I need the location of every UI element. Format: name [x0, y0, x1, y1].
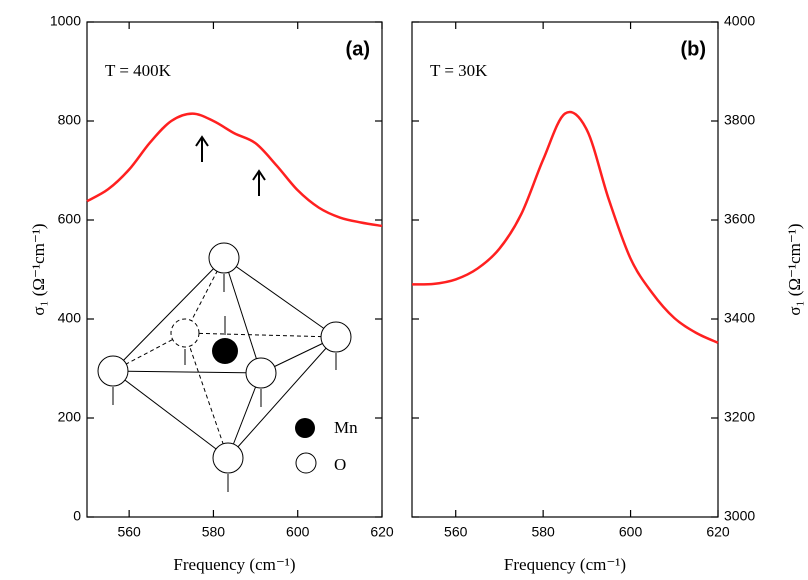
- y-axis-label: σ₁ (Ω⁻¹cm⁻¹): [785, 223, 804, 315]
- x-tick-label: 600: [286, 524, 310, 540]
- x-tick-label: 580: [531, 524, 555, 540]
- octahedron-inset: [97, 242, 352, 492]
- panel-label: (a): [346, 38, 370, 60]
- arrows: [195, 135, 266, 196]
- y-tick-label: 3000: [724, 508, 755, 524]
- x-tick-label: 600: [619, 524, 643, 540]
- y-tick-label: 400: [58, 310, 82, 326]
- inset-label: O: [334, 455, 346, 474]
- x-tick-label: 620: [370, 524, 394, 540]
- annotation: T = 30K: [430, 61, 488, 80]
- y-axis-label: σ₁ (Ω⁻¹cm⁻¹): [29, 223, 48, 315]
- panel-label: (b): [680, 38, 706, 60]
- x-tick-label: 560: [117, 524, 141, 540]
- plot-frame: [411, 21, 719, 518]
- y-tick-label: 3800: [724, 112, 755, 128]
- inset-label: Mn: [334, 418, 358, 437]
- y-tick-label: 3400: [724, 310, 755, 326]
- y-tick-label: 3600: [724, 211, 755, 227]
- y-tick-label: 1000: [50, 13, 81, 29]
- y-tick-label: 800: [58, 112, 82, 128]
- y-tick-label: 3200: [724, 409, 755, 425]
- y-tick-label: 0: [73, 508, 81, 524]
- x-axis-label: Frequency (cm⁻¹): [504, 555, 626, 574]
- plot-frame: [86, 21, 383, 518]
- x-tick-label: 620: [706, 524, 730, 540]
- line-series: [411, 110, 719, 344]
- y-tick-label: 600: [58, 211, 82, 227]
- annotation: T = 400K: [105, 61, 172, 80]
- x-axis-label: Frequency (cm⁻¹): [173, 555, 295, 574]
- x-tick-label: 580: [202, 524, 226, 540]
- y-tick-label: 200: [58, 409, 82, 425]
- line-series: [86, 112, 383, 228]
- x-tick-label: 560: [444, 524, 468, 540]
- y-tick-label: 4000: [724, 13, 755, 29]
